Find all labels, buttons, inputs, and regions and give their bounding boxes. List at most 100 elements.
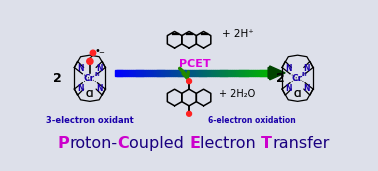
Text: N: N (96, 84, 102, 93)
Text: Cl: Cl (293, 90, 302, 99)
Bar (160, 70, 162, 76)
Text: Cl: Cl (86, 90, 94, 99)
Bar (195, 70, 198, 76)
Bar (178, 70, 181, 76)
Bar (253, 70, 255, 76)
Bar (224, 70, 226, 76)
Bar (201, 70, 204, 76)
Bar (119, 70, 122, 76)
Bar (213, 70, 215, 76)
Text: E: E (189, 136, 200, 151)
Bar (133, 70, 135, 76)
Bar (251, 70, 253, 76)
Bar (243, 70, 246, 76)
Bar (175, 70, 177, 76)
Bar (222, 70, 225, 76)
Bar (138, 70, 141, 76)
Bar (242, 70, 244, 76)
Bar (152, 70, 154, 76)
Bar (245, 70, 248, 76)
Bar (135, 70, 137, 76)
Bar (257, 70, 259, 76)
Bar (247, 70, 249, 76)
Bar (155, 70, 158, 76)
Text: T: T (261, 136, 272, 151)
Bar (180, 70, 183, 76)
Text: 2: 2 (276, 72, 285, 85)
Text: oupled: oupled (129, 136, 189, 151)
Bar (142, 70, 144, 76)
Text: N: N (77, 84, 84, 93)
Text: 6-electron oxidation: 6-electron oxidation (208, 116, 296, 125)
Bar (200, 70, 202, 76)
Circle shape (187, 111, 192, 116)
Bar (192, 70, 194, 76)
Bar (255, 70, 257, 76)
Bar (144, 70, 146, 76)
Bar (163, 70, 166, 76)
Bar (182, 70, 184, 76)
Bar (215, 70, 217, 76)
Bar (209, 70, 211, 76)
Text: N: N (304, 64, 310, 73)
Text: •: • (94, 46, 101, 56)
Text: Cr: Cr (291, 74, 302, 83)
Bar (211, 70, 213, 76)
Bar (203, 70, 206, 76)
Text: ransfer: ransfer (272, 136, 330, 151)
Text: + 2H₂O: + 2H₂O (219, 89, 256, 99)
Bar (169, 70, 171, 76)
Bar (190, 70, 192, 76)
Bar (127, 70, 129, 76)
Text: lectron: lectron (200, 136, 261, 151)
Bar (173, 70, 175, 76)
Bar (198, 70, 200, 76)
FancyArrow shape (268, 66, 285, 80)
Bar (260, 70, 263, 76)
Text: N: N (96, 64, 102, 73)
Circle shape (90, 50, 96, 56)
Bar (136, 70, 139, 76)
Bar (249, 70, 251, 76)
Bar (240, 70, 242, 76)
Text: + 2H⁺: + 2H⁺ (222, 29, 253, 39)
Text: N: N (285, 84, 291, 93)
Bar (140, 70, 143, 76)
Text: N: N (304, 84, 310, 93)
Bar (220, 70, 223, 76)
Text: III: III (302, 72, 307, 77)
Bar (217, 70, 219, 76)
Bar (194, 70, 196, 76)
Bar (218, 70, 221, 76)
Text: N: N (77, 64, 84, 73)
Bar (165, 70, 167, 76)
Bar (184, 70, 186, 76)
Bar (121, 70, 124, 76)
Text: 3-electron oxidant: 3-electron oxidant (46, 116, 134, 125)
Bar (188, 70, 190, 76)
Bar (153, 70, 156, 76)
Bar (148, 70, 150, 76)
Bar (157, 70, 160, 76)
Text: roton-: roton- (70, 136, 118, 151)
Bar (262, 70, 265, 76)
Bar (232, 70, 234, 76)
Bar (117, 70, 120, 76)
Text: C: C (118, 136, 129, 151)
Bar (167, 70, 169, 76)
Bar (177, 70, 179, 76)
Text: 2: 2 (53, 72, 62, 85)
Bar (259, 70, 261, 76)
Bar (129, 70, 131, 76)
Bar (228, 70, 230, 76)
Bar (207, 70, 209, 76)
Bar (264, 70, 266, 76)
Bar (115, 70, 118, 76)
Bar (125, 70, 127, 76)
Text: N: N (285, 64, 291, 73)
Bar (161, 70, 164, 76)
Text: Cr: Cr (84, 74, 94, 83)
Text: −: − (99, 50, 104, 56)
Bar (171, 70, 173, 76)
Bar (123, 70, 125, 76)
